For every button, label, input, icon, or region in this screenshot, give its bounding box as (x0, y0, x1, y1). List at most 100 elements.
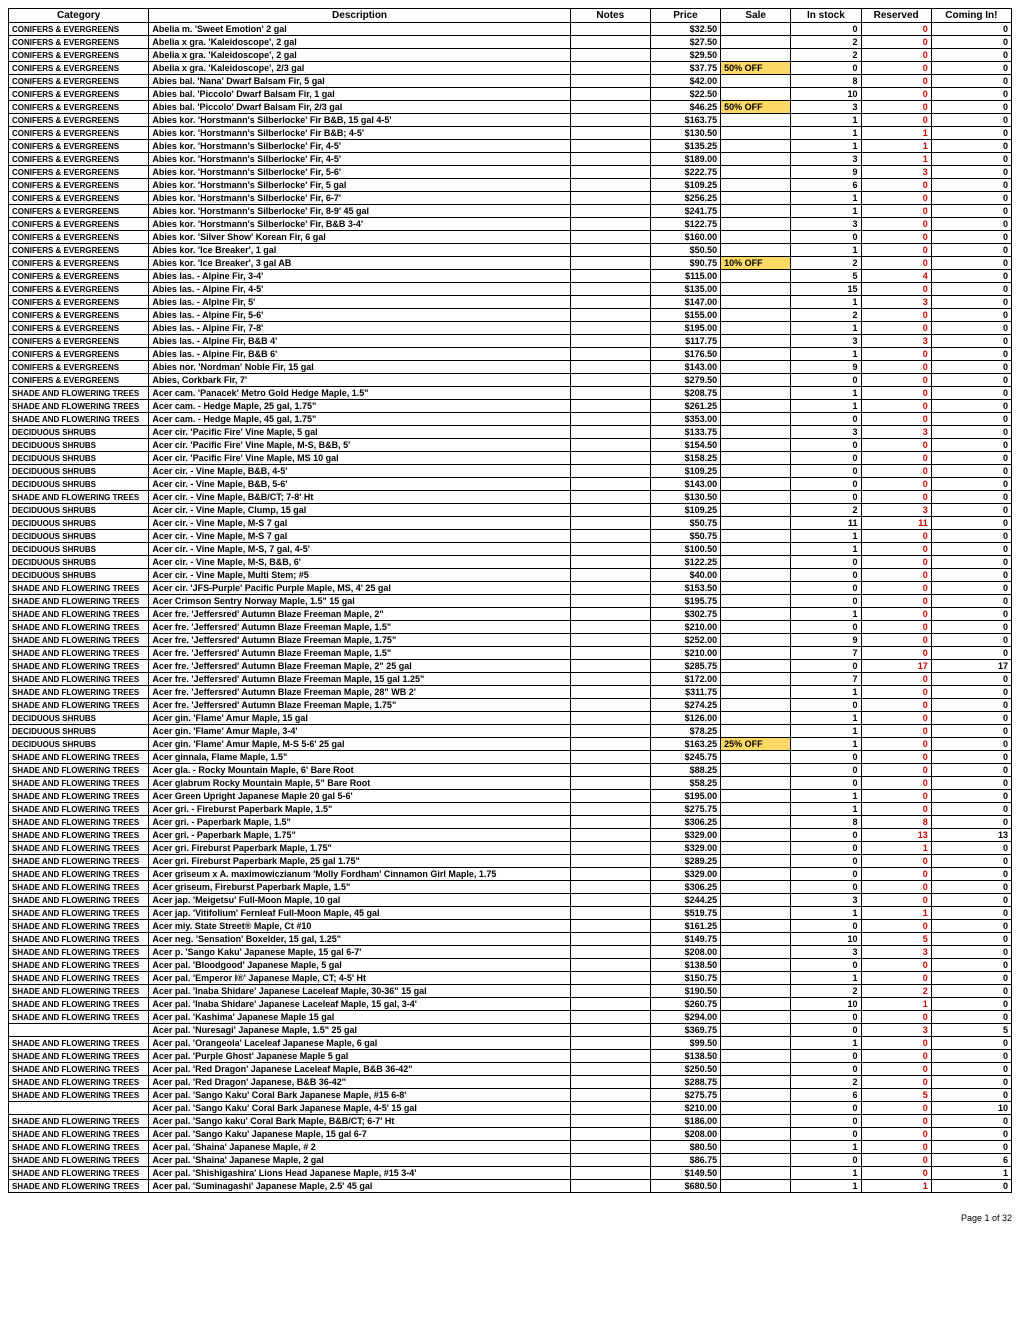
cell-coming: 0 (931, 907, 1011, 920)
table-row: CONIFERS & EVERGREENSAbies, Corkbark Fir… (9, 374, 1012, 387)
cell-coming: 0 (931, 803, 1011, 816)
cell-coming: 0 (931, 855, 1011, 868)
cell-description: Abies las. - Alpine Fir, B&B 4' (149, 335, 570, 348)
cell-stock: 0 (791, 1102, 861, 1115)
cell-sale (721, 218, 791, 231)
cell-notes (570, 738, 650, 751)
cell-description: Acer cam. - Hedge Maple, 25 gal, 1.75" (149, 400, 570, 413)
cell-reserved: 0 (861, 1050, 931, 1063)
cell-notes (570, 634, 650, 647)
cell-sale (721, 478, 791, 491)
cell-notes (570, 140, 650, 153)
cell-sale (721, 361, 791, 374)
cell-stock: 1 (791, 1141, 861, 1154)
cell-notes (570, 491, 650, 504)
cell-stock: 1 (791, 803, 861, 816)
cell-description: Acer pal. 'Red Dragon' Japanese, B&B 36-… (149, 1076, 570, 1089)
cell-description: Abies kor. 'Horstmann's Silberlocke' Fir… (149, 127, 570, 140)
table-row: DECIDUOUS SHRUBSAcer cir. - Vine Maple, … (9, 543, 1012, 556)
cell-coming: 0 (931, 933, 1011, 946)
cell-price: $154.50 (650, 439, 720, 452)
cell-notes (570, 673, 650, 686)
col-stock: In stock (791, 9, 861, 23)
cell-notes (570, 946, 650, 959)
cell-notes (570, 517, 650, 530)
cell-category: CONIFERS & EVERGREENS (9, 114, 149, 127)
cell-sale: 50% OFF (721, 62, 791, 75)
cell-category: CONIFERS & EVERGREENS (9, 296, 149, 309)
cell-stock: 11 (791, 517, 861, 530)
table-row: SHADE AND FLOWERING TREESAcer pal. 'Inab… (9, 985, 1012, 998)
table-row: CONIFERS & EVERGREENSAbies nor. 'Nordman… (9, 361, 1012, 374)
cell-sale (721, 1011, 791, 1024)
cell-price: $138.50 (650, 1050, 720, 1063)
table-row: SHADE AND FLOWERING TREESAcer fre. 'Jeff… (9, 699, 1012, 712)
cell-coming: 0 (931, 101, 1011, 114)
cell-category: SHADE AND FLOWERING TREES (9, 803, 149, 816)
cell-stock: 6 (791, 1089, 861, 1102)
cell-coming: 0 (931, 1076, 1011, 1089)
cell-sale (721, 413, 791, 426)
table-row: SHADE AND FLOWERING TREESAcer fre. 'Jeff… (9, 621, 1012, 634)
table-row: SHADE AND FLOWERING TREESAcer gri. Fireb… (9, 855, 1012, 868)
cell-stock: 3 (791, 335, 861, 348)
cell-reserved: 0 (861, 803, 931, 816)
cell-coming: 0 (931, 751, 1011, 764)
cell-reserved: 0 (861, 699, 931, 712)
cell-stock: 9 (791, 634, 861, 647)
cell-reserved: 0 (861, 764, 931, 777)
table-row: SHADE AND FLOWERING TREESAcer pal. 'Shis… (9, 1167, 1012, 1180)
cell-coming: 1 (931, 1167, 1011, 1180)
table-row: CONIFERS & EVERGREENSAbies kor. 'Horstma… (9, 179, 1012, 192)
cell-price: $153.50 (650, 582, 720, 595)
cell-reserved: 0 (861, 777, 931, 790)
cell-notes (570, 595, 650, 608)
cell-stock: 3 (791, 946, 861, 959)
cell-price: $100.50 (650, 543, 720, 556)
cell-description: Abies nor. 'Nordman' Noble Fir, 15 gal (149, 361, 570, 374)
cell-description: Acer pal. 'Shishigashira' Lions Head Jap… (149, 1167, 570, 1180)
cell-description: Acer gin. 'Flame' Amur Maple, 3-4' (149, 725, 570, 738)
cell-notes (570, 1154, 650, 1167)
cell-description: Acer griseum x A. maximowiczianum 'Molly… (149, 868, 570, 881)
cell-reserved: 3 (861, 166, 931, 179)
cell-category: SHADE AND FLOWERING TREES (9, 1180, 149, 1193)
cell-category: SHADE AND FLOWERING TREES (9, 660, 149, 673)
cell-stock: 0 (791, 777, 861, 790)
cell-notes (570, 1180, 650, 1193)
cell-notes (570, 374, 650, 387)
cell-sale (721, 660, 791, 673)
cell-notes (570, 1076, 650, 1089)
cell-coming: 0 (931, 452, 1011, 465)
table-row: Acer pal. 'Nuresagi' Japanese Maple, 1.5… (9, 1024, 1012, 1037)
cell-category: DECIDUOUS SHRUBS (9, 569, 149, 582)
cell-coming: 0 (931, 1063, 1011, 1076)
cell-sale (721, 1089, 791, 1102)
cell-notes (570, 998, 650, 1011)
cell-sale (721, 426, 791, 439)
cell-sale (721, 790, 791, 803)
cell-category: SHADE AND FLOWERING TREES (9, 972, 149, 985)
cell-coming: 0 (931, 179, 1011, 192)
cell-price: $149.50 (650, 1167, 720, 1180)
cell-stock: 1 (791, 322, 861, 335)
cell-reserved: 3 (861, 946, 931, 959)
table-row: CONIFERS & EVERGREENSAbelia x gra. 'Kale… (9, 49, 1012, 62)
table-row: DECIDUOUS SHRUBSAcer cir. - Vine Maple, … (9, 478, 1012, 491)
cell-sale (721, 270, 791, 283)
cell-price: $40.00 (650, 569, 720, 582)
cell-sale (721, 36, 791, 49)
cell-reserved: 0 (861, 1154, 931, 1167)
cell-description: Abies las. - Alpine Fir, 5-6' (149, 309, 570, 322)
cell-price: $250.50 (650, 1063, 720, 1076)
cell-category: CONIFERS & EVERGREENS (9, 192, 149, 205)
cell-reserved: 0 (861, 322, 931, 335)
cell-price: $80.50 (650, 1141, 720, 1154)
table-row: SHADE AND FLOWERING TREESAcer cam. - Hed… (9, 400, 1012, 413)
cell-notes (570, 257, 650, 270)
cell-category: CONIFERS & EVERGREENS (9, 101, 149, 114)
cell-stock: 1 (791, 712, 861, 725)
cell-coming: 0 (931, 504, 1011, 517)
cell-reserved: 0 (861, 543, 931, 556)
table-row: Acer pal. 'Sango Kaku' Coral Bark Japane… (9, 1102, 1012, 1115)
